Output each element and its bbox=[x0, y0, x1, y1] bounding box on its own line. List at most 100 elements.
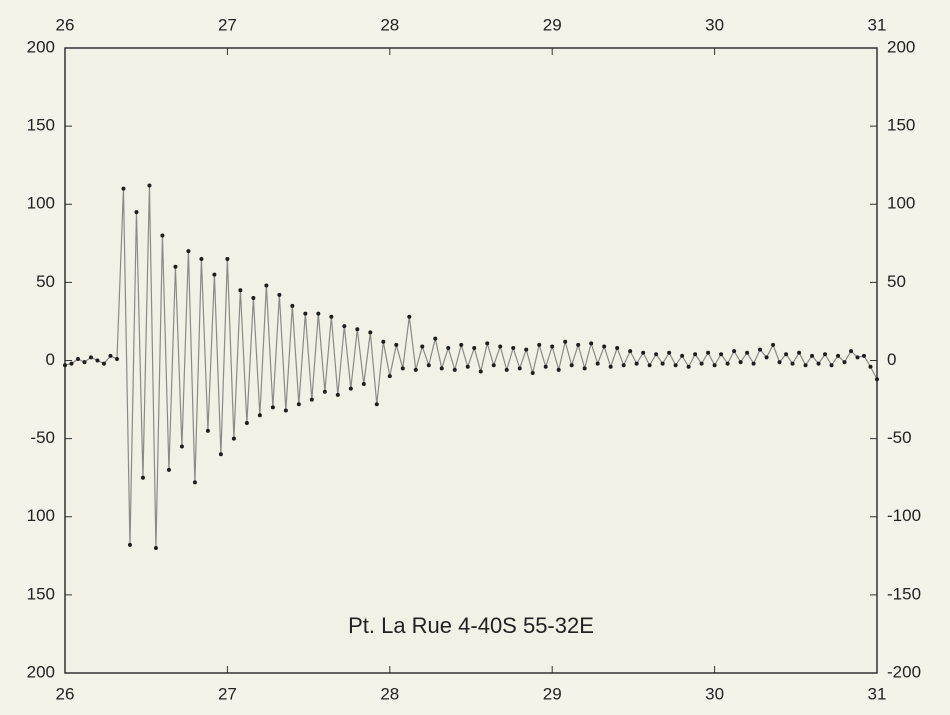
data-point bbox=[88, 355, 93, 360]
data-point bbox=[108, 353, 113, 358]
data-point bbox=[491, 363, 496, 368]
y-tick-label: 150 bbox=[27, 116, 55, 135]
data-point bbox=[82, 360, 87, 365]
data-point bbox=[725, 361, 730, 366]
y2-tick-label: 50 bbox=[887, 272, 906, 291]
data-point bbox=[348, 386, 353, 391]
data-point bbox=[628, 349, 633, 354]
x-top-tick-label: 29 bbox=[543, 15, 562, 34]
x-top-tick-label: 31 bbox=[868, 15, 887, 34]
data-point bbox=[758, 347, 763, 352]
data-point bbox=[576, 342, 581, 347]
data-point bbox=[615, 346, 620, 350]
data-point bbox=[452, 367, 457, 372]
data-point bbox=[426, 363, 431, 368]
data-point bbox=[309, 397, 314, 402]
data-point bbox=[621, 363, 626, 368]
y2-tick-label: -150 bbox=[887, 584, 921, 603]
y2-tick-label: -50 bbox=[887, 428, 912, 447]
data-point bbox=[374, 402, 379, 407]
data-point bbox=[244, 421, 249, 425]
data-point bbox=[660, 361, 665, 366]
data-point bbox=[69, 361, 74, 366]
data-point bbox=[550, 344, 555, 349]
data-point bbox=[686, 364, 691, 369]
data-point bbox=[316, 311, 321, 316]
data-point bbox=[667, 350, 672, 355]
x-top-tick-label: 27 bbox=[218, 15, 237, 34]
y2-tick-label: -100 bbox=[887, 506, 921, 525]
data-point bbox=[829, 363, 834, 368]
data-point bbox=[478, 369, 483, 374]
data-point bbox=[719, 352, 724, 357]
data-point bbox=[563, 339, 568, 344]
data-point bbox=[127, 542, 132, 547]
data-point bbox=[712, 363, 717, 368]
data-point bbox=[101, 361, 106, 366]
data-point bbox=[205, 428, 210, 433]
y2-tick-label: -200 bbox=[887, 662, 921, 681]
x-top-tick-label: 30 bbox=[705, 15, 724, 34]
x-tick-label: 26 bbox=[56, 684, 75, 703]
data-point bbox=[602, 344, 607, 349]
data-point bbox=[270, 405, 275, 410]
data-point bbox=[303, 311, 308, 316]
y-tick-label: 100 bbox=[27, 194, 55, 213]
data-point bbox=[543, 364, 548, 369]
data-point bbox=[582, 366, 587, 371]
data-point bbox=[693, 352, 698, 357]
data-point bbox=[75, 356, 80, 361]
data-point bbox=[797, 350, 802, 355]
data-point bbox=[823, 352, 828, 357]
data-point bbox=[803, 363, 808, 368]
data-point bbox=[446, 346, 451, 350]
data-point bbox=[764, 355, 769, 360]
data-point bbox=[634, 361, 639, 366]
data-point bbox=[290, 303, 295, 308]
data-point bbox=[589, 341, 594, 346]
x-tick-label: 31 bbox=[868, 684, 887, 703]
data-point bbox=[296, 402, 301, 407]
data-point bbox=[524, 347, 529, 352]
data-point bbox=[459, 342, 464, 347]
data-point bbox=[407, 314, 412, 319]
x-top-tick-label: 28 bbox=[380, 15, 399, 34]
data-point bbox=[199, 256, 204, 261]
data-point bbox=[179, 444, 184, 449]
data-point bbox=[335, 392, 340, 397]
data-point bbox=[63, 363, 67, 368]
data-point bbox=[114, 356, 119, 361]
data-point bbox=[387, 374, 392, 379]
x-tick-label: 30 bbox=[705, 684, 724, 703]
data-point bbox=[160, 233, 165, 238]
data-point bbox=[706, 350, 711, 355]
data-point bbox=[680, 353, 685, 358]
data-point bbox=[504, 367, 509, 372]
data-point bbox=[134, 210, 139, 215]
data-point bbox=[816, 361, 821, 366]
y2-tick-label: 0 bbox=[887, 350, 896, 369]
data-point bbox=[537, 342, 542, 347]
data-point bbox=[862, 353, 867, 358]
x-tick-label: 27 bbox=[218, 684, 237, 703]
data-point bbox=[745, 350, 750, 355]
data-point bbox=[465, 364, 470, 369]
data-point bbox=[153, 546, 158, 550]
data-point bbox=[355, 327, 360, 332]
y-tick-label: 0 bbox=[46, 350, 55, 369]
data-point bbox=[673, 363, 678, 368]
data-point bbox=[147, 183, 152, 188]
data-point bbox=[810, 353, 815, 358]
x-tick-label: 29 bbox=[543, 684, 562, 703]
data-point bbox=[433, 336, 438, 341]
data-point bbox=[751, 361, 756, 366]
data-point bbox=[166, 467, 171, 472]
data-point bbox=[400, 366, 405, 371]
data-point bbox=[472, 346, 477, 350]
data-point bbox=[771, 342, 776, 347]
data-point bbox=[322, 389, 327, 394]
data-point bbox=[218, 452, 223, 457]
data-point bbox=[368, 330, 373, 335]
y2-tick-label: 200 bbox=[887, 37, 915, 56]
data-point bbox=[855, 355, 860, 360]
